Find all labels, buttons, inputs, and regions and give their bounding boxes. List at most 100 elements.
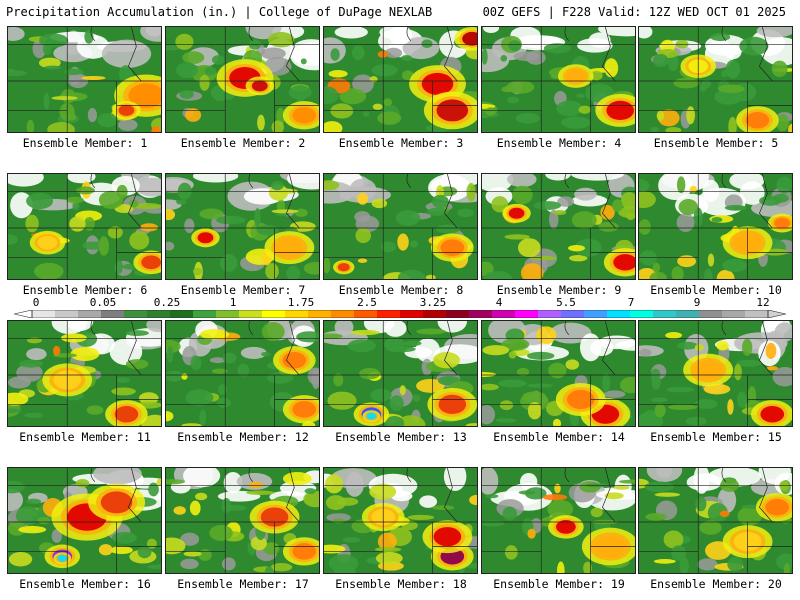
ensemble-panel-13 bbox=[323, 320, 478, 427]
panel-label-2: Ensemble Member: 2 bbox=[180, 136, 306, 150]
panel-label-7: Ensemble Member: 7 bbox=[180, 283, 306, 297]
colorbar-swatch bbox=[239, 310, 263, 318]
panel-label-1: Ensemble Member: 1 bbox=[22, 136, 148, 150]
colorbar-tick-label: 4 bbox=[495, 296, 503, 309]
map-title: Precipitation Accumulation (in.) | Colle… bbox=[6, 5, 433, 19]
panel-label-16: Ensemble Member: 16 bbox=[19, 577, 151, 591]
colorbar-swatch bbox=[538, 310, 562, 318]
ensemble-panel-8 bbox=[323, 173, 478, 280]
ensemble-panel-3 bbox=[323, 26, 478, 133]
ensemble-panel-15 bbox=[638, 320, 793, 427]
colorbar-swatch bbox=[216, 310, 240, 318]
panel-label-8: Ensemble Member: 8 bbox=[338, 283, 464, 297]
colorbar-max-arrow bbox=[767, 310, 786, 318]
colorbar-swatch bbox=[584, 310, 608, 318]
ensemble-panel-10 bbox=[638, 173, 793, 280]
colorbar-swatch bbox=[446, 310, 470, 318]
ensemble-panel-5 bbox=[638, 26, 793, 133]
precip-map-7 bbox=[166, 174, 319, 279]
colorbar-swatch bbox=[423, 310, 447, 318]
colorbar-tick-label: 1 bbox=[229, 296, 237, 309]
ensemble-panel-7 bbox=[165, 173, 320, 280]
ensemble-panel-16 bbox=[7, 467, 162, 574]
ensemble-panel-4 bbox=[481, 26, 636, 133]
colorbar-tick-label: 0.25 bbox=[153, 296, 181, 309]
precip-map-18 bbox=[324, 468, 477, 573]
ensemble-panel-11 bbox=[7, 320, 162, 427]
colorbar-tick-label: 9 bbox=[693, 296, 701, 309]
precip-map-19 bbox=[482, 468, 635, 573]
panel-label-13: Ensemble Member: 13 bbox=[335, 430, 467, 444]
colorbar-swatch bbox=[469, 310, 493, 318]
precip-map-8 bbox=[324, 174, 477, 279]
colorbar-swatch bbox=[55, 310, 79, 318]
colorbar-swatch bbox=[492, 310, 516, 318]
ensemble-panel-20 bbox=[638, 467, 793, 574]
precip-map-15 bbox=[639, 321, 792, 426]
panel-label-18: Ensemble Member: 18 bbox=[335, 577, 467, 591]
colorbar-swatch bbox=[653, 310, 677, 318]
colorbar-swatch bbox=[262, 310, 286, 318]
ensemble-panel-6 bbox=[7, 173, 162, 280]
ensemble-panel-17 bbox=[165, 467, 320, 574]
colorbar-tick-label: 7 bbox=[627, 296, 635, 309]
colorbar bbox=[14, 310, 786, 318]
panel-label-10: Ensemble Member: 10 bbox=[650, 283, 782, 297]
panel-label-19: Ensemble Member: 19 bbox=[493, 577, 625, 591]
ensemble-panel-2 bbox=[165, 26, 320, 133]
panel-label-3: Ensemble Member: 3 bbox=[338, 136, 464, 150]
colorbar-swatch bbox=[170, 310, 194, 318]
run-valid-time: 00Z GEFS | F228 Valid: 12Z WED OCT 01 20… bbox=[482, 5, 786, 19]
colorbar-min-arrow bbox=[14, 310, 33, 318]
panel-label-12: Ensemble Member: 12 bbox=[177, 430, 309, 444]
colorbar-tick-label: 3.25 bbox=[419, 296, 447, 309]
panel-label-17: Ensemble Member: 17 bbox=[177, 577, 309, 591]
precip-map-13 bbox=[324, 321, 477, 426]
colorbar-tick-label: 0 bbox=[32, 296, 40, 309]
colorbar-tick-label: 5.5 bbox=[556, 296, 576, 309]
colorbar-swatch bbox=[285, 310, 309, 318]
precip-map-11 bbox=[8, 321, 161, 426]
colorbar-swatch bbox=[515, 310, 539, 318]
precip-map-9 bbox=[482, 174, 635, 279]
precip-map-4 bbox=[482, 27, 635, 132]
precip-map-6 bbox=[8, 174, 161, 279]
precip-map-16 bbox=[8, 468, 161, 573]
colorbar-swatch bbox=[745, 310, 769, 318]
ensemble-panel-9 bbox=[481, 173, 636, 280]
colorbar-swatch bbox=[101, 310, 125, 318]
panel-label-4: Ensemble Member: 4 bbox=[496, 136, 622, 150]
colorbar-swatch bbox=[308, 310, 332, 318]
ensemble-panel-14 bbox=[481, 320, 636, 427]
precip-map-5 bbox=[639, 27, 792, 132]
panel-label-5: Ensemble Member: 5 bbox=[653, 136, 779, 150]
ensemble-panel-1 bbox=[7, 26, 162, 133]
colorbar-swatch bbox=[124, 310, 148, 318]
colorbar-swatch bbox=[630, 310, 654, 318]
panel-label-6: Ensemble Member: 6 bbox=[22, 283, 148, 297]
precip-map-1 bbox=[8, 27, 161, 132]
panel-label-20: Ensemble Member: 20 bbox=[650, 577, 782, 591]
colorbar-swatch bbox=[722, 310, 746, 318]
precip-map-3 bbox=[324, 27, 477, 132]
colorbar-tick-label: 2.5 bbox=[357, 296, 377, 309]
colorbar-swatch bbox=[400, 310, 424, 318]
panel-label-14: Ensemble Member: 14 bbox=[493, 430, 625, 444]
precip-map-2 bbox=[166, 27, 319, 132]
ensemble-panel-12 bbox=[165, 320, 320, 427]
colorbar-swatch bbox=[32, 310, 56, 318]
ensemble-panel-19 bbox=[481, 467, 636, 574]
colorbar-tick-label: 1.75 bbox=[287, 296, 315, 309]
panel-label-15: Ensemble Member: 15 bbox=[650, 430, 782, 444]
colorbar-swatch bbox=[193, 310, 217, 318]
colorbar-tick-label: 12 bbox=[756, 296, 770, 309]
panel-label-9: Ensemble Member: 9 bbox=[496, 283, 622, 297]
colorbar-swatch bbox=[377, 310, 401, 318]
colorbar-swatch bbox=[147, 310, 171, 318]
precip-map-12 bbox=[166, 321, 319, 426]
precip-map-17 bbox=[166, 468, 319, 573]
colorbar-swatch bbox=[561, 310, 585, 318]
colorbar-swatch bbox=[331, 310, 355, 318]
panel-label-11: Ensemble Member: 11 bbox=[19, 430, 151, 444]
precip-map-10 bbox=[639, 174, 792, 279]
